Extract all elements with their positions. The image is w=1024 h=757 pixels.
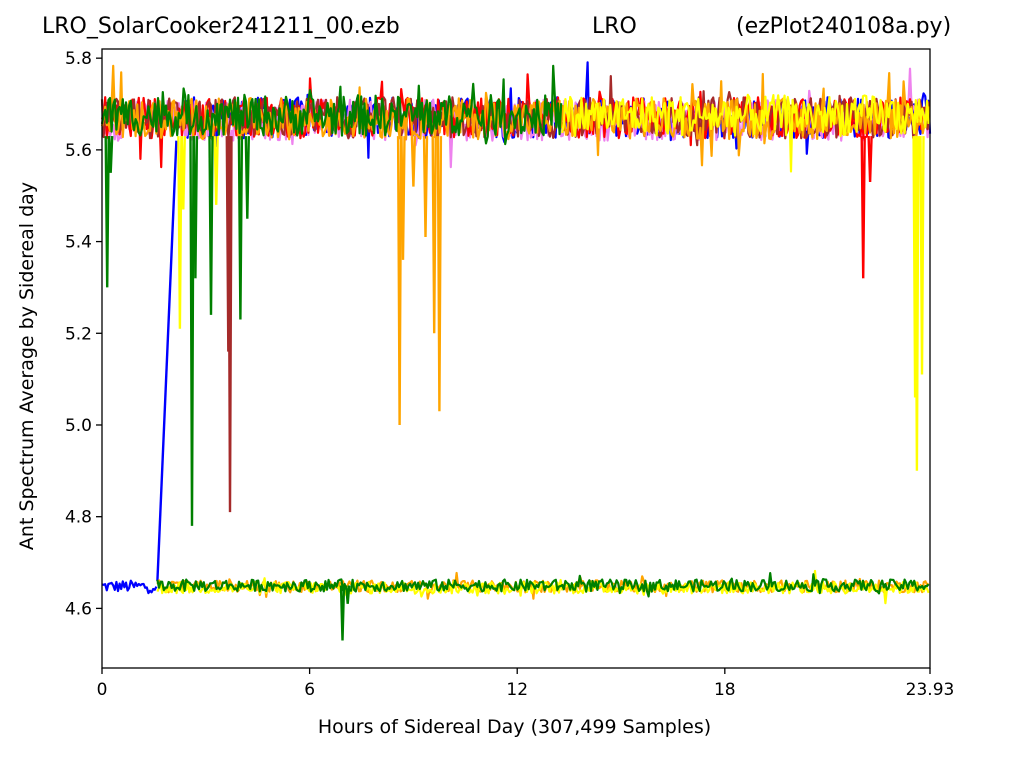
series-4-dip-5 xyxy=(422,136,429,238)
series-0-jump xyxy=(156,140,178,581)
series-6-high-band xyxy=(100,64,563,146)
y-tick-label: 5.8 xyxy=(65,49,92,69)
y-tick-label: 5.4 xyxy=(65,233,92,253)
series-3-dip-1 xyxy=(225,136,231,352)
y-tick-label: 5.0 xyxy=(65,416,92,436)
x-tick-label: 12 xyxy=(506,680,528,700)
series-6-dip-6 xyxy=(108,136,114,173)
series-2-dip-1 xyxy=(867,136,873,183)
y-tick-label: 4.8 xyxy=(65,508,92,528)
series-4-dip-0 xyxy=(396,136,403,426)
y-tick-label: 4.6 xyxy=(65,599,92,619)
series-2-dip-0 xyxy=(860,136,866,279)
series-5-dip-1 xyxy=(180,136,186,210)
x-axis-label: Hours of Sidereal Day (307,499 Samples) xyxy=(317,716,712,738)
series-6-dip-4 xyxy=(244,136,250,219)
y-tick-label: 5.2 xyxy=(65,324,92,344)
chart-title-left: LRO_SolarCooker241211_00.ezb xyxy=(42,14,400,39)
series-6-dip-7 xyxy=(339,585,346,641)
series-6-dip-5 xyxy=(192,136,199,279)
x-tick-label: 23.93 xyxy=(906,680,955,700)
series-5-dip-2 xyxy=(213,136,219,205)
series-0-low-band xyxy=(101,579,158,595)
x-tick-label: 0 xyxy=(97,680,108,700)
series-6-low-band xyxy=(156,572,930,598)
series-6-dip-2 xyxy=(208,136,214,315)
series-5-dip-0 xyxy=(177,136,183,329)
series-4-dip-2 xyxy=(410,136,417,187)
series-5-high-band xyxy=(561,93,930,173)
x-tick-label: 18 xyxy=(714,680,736,700)
series-4-dip-1 xyxy=(400,136,406,260)
series-6-dip-3 xyxy=(237,136,244,320)
chart-axes: 0 6 12 18 23.93 4.6 4.8 5.0 5.2 5.4 5.6 5.8 xyxy=(65,48,955,700)
series-6-dip-1 xyxy=(189,136,195,526)
series-4-dip-4 xyxy=(436,136,443,412)
series-4-dip-3 xyxy=(431,136,437,334)
chart-title-center: LRO xyxy=(592,14,637,39)
chart-series-marks xyxy=(100,61,932,641)
chart-title-right: (ezPlot240108a.py) xyxy=(736,14,952,39)
x-tick-label: 6 xyxy=(304,680,315,700)
series-5-dip-5 xyxy=(919,136,925,375)
plot-frame xyxy=(101,48,931,669)
series-5-dip-4 xyxy=(912,136,918,398)
y-axis-label: Ant Spectrum Average by Sidereal day xyxy=(16,181,38,551)
series-6-dip-8 xyxy=(345,585,351,604)
y-tick-label: 5.6 xyxy=(65,141,92,161)
series-6-dip-0 xyxy=(104,136,110,288)
